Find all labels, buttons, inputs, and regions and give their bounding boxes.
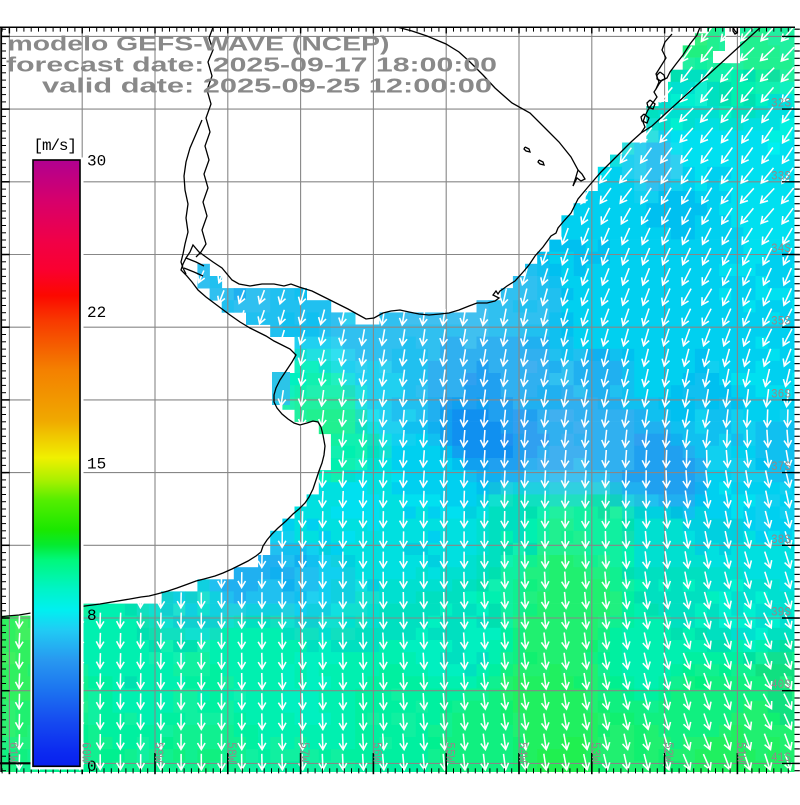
svg-text:34S: 34S <box>771 242 791 256</box>
svg-text:modelo GEFS-WAVE (NCEP): modelo GEFS-WAVE (NCEP) <box>8 34 390 56</box>
svg-text:39S: 39S <box>771 606 791 620</box>
svg-text:58W: 58W <box>224 742 238 763</box>
svg-text:33S: 33S <box>771 169 791 183</box>
svg-text:8: 8 <box>87 607 97 625</box>
svg-text:forecast date: 2025-09-17 18:0: forecast date: 2025-09-17 18:00:00 <box>6 55 497 77</box>
svg-text:35S: 35S <box>771 315 791 329</box>
svg-text:60W: 60W <box>78 742 92 763</box>
svg-text:41S: 41S <box>771 751 791 765</box>
svg-text:53W: 53W <box>588 742 602 763</box>
svg-text:61W: 61W <box>6 742 20 763</box>
svg-text:56W: 56W <box>370 742 384 763</box>
svg-text:55W: 55W <box>442 742 456 763</box>
svg-text:36S: 36S <box>771 387 791 401</box>
svg-text:22: 22 <box>87 304 106 322</box>
svg-text:32S: 32S <box>771 97 791 111</box>
svg-text:52W: 52W <box>661 742 675 763</box>
svg-text:40S: 40S <box>771 678 791 692</box>
svg-text:[m/s]: [m/s] <box>34 137 78 155</box>
svg-text:15: 15 <box>87 456 106 474</box>
svg-text:54W: 54W <box>515 742 529 763</box>
svg-text:57W: 57W <box>297 742 311 763</box>
svg-text:valid date: 2025-09-25 12:00:0: valid date: 2025-09-25 12:00:00 <box>42 76 492 98</box>
svg-text:59W: 59W <box>151 742 165 763</box>
svg-text:37S: 37S <box>771 460 791 474</box>
svg-text:51W: 51W <box>734 742 748 763</box>
svg-text:30: 30 <box>87 153 106 171</box>
svg-text:38S: 38S <box>771 533 791 547</box>
